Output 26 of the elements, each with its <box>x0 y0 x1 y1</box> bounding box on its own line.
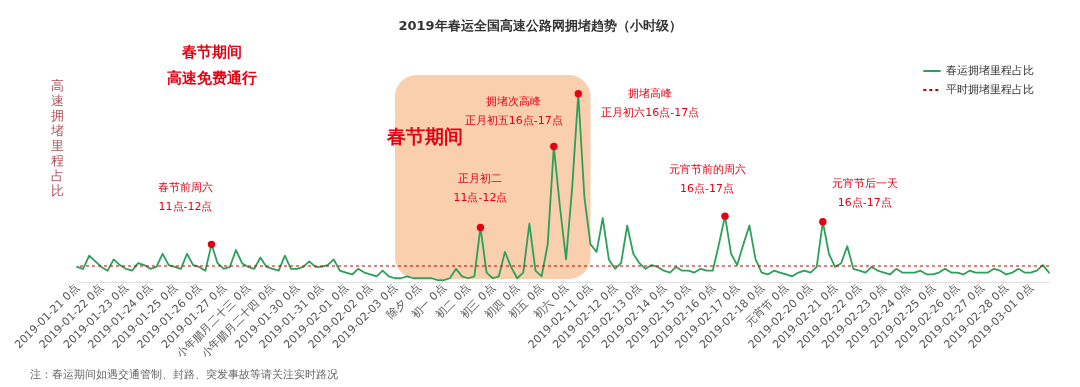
legend-label: 平时拥堵里程占比 <box>946 83 1034 96</box>
annotation: 拥堵次高峰 <box>486 94 542 108</box>
point <box>550 142 558 151</box>
annotation: 11点-12点 <box>453 191 508 205</box>
point <box>476 223 485 232</box>
point <box>721 212 729 220</box>
annotation: 正月初二 <box>458 172 503 186</box>
legend-label: 春运拥堵里程占比 <box>946 64 1034 77</box>
point <box>207 240 216 249</box>
point <box>819 218 827 226</box>
annotation: 正月初五16点-17点 <box>464 113 563 127</box>
y-axis-title: 高速拥堵里程占比 <box>49 78 64 198</box>
annotation: 正月初六16点-17点 <box>601 105 700 119</box>
annotation: 16点-17点 <box>837 195 892 209</box>
annotation: 11点-12点 <box>158 200 213 214</box>
annotation: 拥堵高峰 <box>628 86 673 100</box>
annotation: 16点-17点 <box>680 182 734 196</box>
text: 春节期间 <box>181 43 242 61</box>
chart-title: 2019年春运全国高速公路网拥堵趋势（小时级） <box>398 18 682 33</box>
annotation: 元宵节后一天 <box>831 176 898 190</box>
annotation: 春节前周六 <box>157 181 213 195</box>
text: 高速免费通行 <box>167 69 257 87</box>
point <box>574 90 582 98</box>
band-label: 春节期间 <box>386 125 463 147</box>
text: 注：春运期间如遇交通管制、封路、突发事故等请关注实时路况 <box>30 368 338 381</box>
annotation: 元宵节前的周六 <box>668 163 746 177</box>
